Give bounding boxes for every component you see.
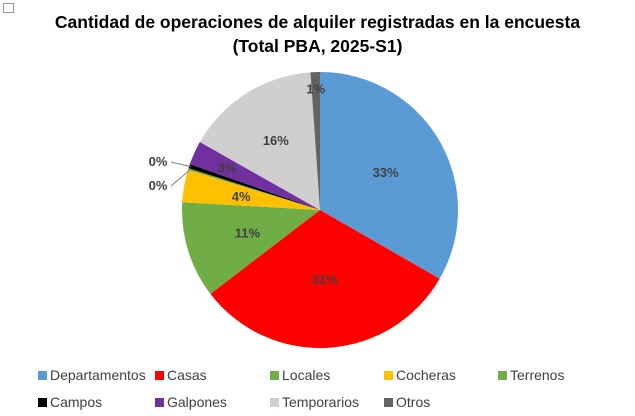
data-label-terrenos: 0% (149, 178, 168, 193)
legend-swatch (155, 370, 164, 380)
legend-label: Cocheras (396, 367, 456, 383)
legend-label: Locales (282, 367, 331, 383)
leader-line-terrenos (170, 169, 191, 187)
data-label-temporarios: 16% (263, 133, 289, 148)
leader-line-campos (170, 161, 192, 168)
title-line: Cantidad de operaciones de alquiler regi… (54, 12, 581, 32)
slice-campos (188, 164, 320, 210)
data-label-campos: 0% (149, 154, 168, 169)
subtitle-line: (Total PBA, 2025-S1) (232, 36, 403, 56)
data-label-galpones: 3% (218, 161, 237, 176)
slice-cocheras (182, 169, 320, 210)
legend-label: Departamentos (50, 367, 146, 383)
slice-departamentos (320, 72, 458, 279)
legend-swatch (384, 397, 393, 407)
data-label-otros: 1% (306, 82, 325, 97)
legend-swatch (38, 370, 47, 380)
legend-swatch (155, 397, 164, 407)
legend-item-campos: Campos (38, 394, 102, 410)
slice-galpones (189, 142, 320, 210)
legend-label: Campos (50, 394, 103, 410)
legend-swatch (498, 370, 507, 380)
slice-temporarios (199, 72, 320, 211)
legend-label: Otros (396, 394, 431, 410)
legend-item-otros: Otros (384, 394, 430, 410)
legend-item-cocheras: Cocheras (384, 367, 456, 383)
slice-casas (210, 210, 440, 348)
legend-item-galpones: Galpones (155, 394, 227, 410)
legend-swatch (384, 370, 393, 380)
legend-label: Terrenos (510, 367, 565, 383)
image-placeholder-icon (3, 3, 14, 13)
legend-swatch (270, 370, 279, 380)
slice-locales (182, 202, 320, 294)
data-label-casas: 31% (312, 272, 338, 287)
legend-item-temporarios: Temporarios (270, 394, 359, 410)
legend-label: Temporarios (282, 394, 360, 410)
legend-label: Casas (167, 367, 207, 383)
legend-item-locales: Locales (270, 367, 330, 383)
legend-swatch (38, 397, 47, 407)
data-label-cocheras: 4% (232, 189, 251, 204)
data-label-departamentos: 33% (373, 165, 399, 180)
slice-otros (310, 72, 320, 210)
legend-item-casas: Casas (155, 367, 207, 383)
legend-item-terrenos: Terrenos (498, 367, 564, 383)
chart-title: Cantidad de operaciones de alquiler regi… (0, 10, 635, 58)
legend-label: Galpones (167, 394, 227, 410)
legend-item-departamentos: Departamentos (38, 367, 146, 383)
slice-terrenos (187, 168, 320, 210)
legend-swatch (270, 397, 279, 407)
data-label-locales: 11% (235, 225, 261, 240)
